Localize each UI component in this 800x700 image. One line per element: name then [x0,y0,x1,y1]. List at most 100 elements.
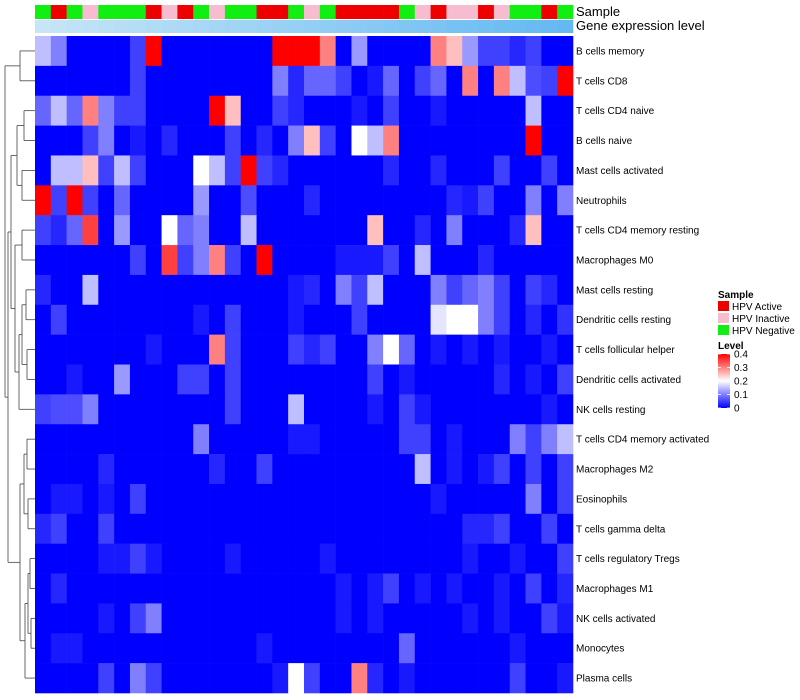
heatmap-cell [256,543,273,574]
heatmap-cell [557,424,574,455]
heatmap-cell [35,663,52,694]
heatmap-cell [145,394,162,425]
heatmap-cell [541,633,558,664]
heatmap-cell [462,454,479,485]
heatmap-cell [557,483,574,515]
heatmap-cell [145,513,162,544]
heatmap-cell [193,513,210,544]
heatmap-cell [367,483,384,515]
heatmap-cell [224,215,241,246]
row-label: Eosinophils [576,494,627,505]
heatmap-cell [509,274,526,306]
heatmap-cell [288,334,305,365]
heatmap-cell [430,155,447,186]
sample-annotation-cell [177,5,194,19]
heatmap-cell [272,155,289,186]
heatmap-cell [541,424,558,455]
heatmap-cell [383,603,400,634]
heatmap-cell [82,304,99,335]
heatmap-cell [509,185,526,216]
heatmap-cell [319,65,336,97]
heatmap-cell [256,274,273,306]
heatmap-cell [367,215,384,246]
heatmap-cell [446,125,463,156]
heatmap-cell [414,304,431,335]
heatmap-cell [493,364,510,395]
heatmap-cell [288,424,305,455]
heatmap-cell [193,543,210,574]
heatmap-cell [351,543,368,574]
heatmap-cell [35,304,52,335]
heatmap-cell [541,155,558,186]
heatmap-cell [493,274,510,306]
heatmap-cell [240,125,257,156]
heatmap-cell [335,424,352,455]
heatmap-cell [525,543,542,574]
heatmap-cell [383,633,400,664]
heatmap-cell [98,483,115,515]
heatmap-cell [129,483,147,515]
heatmap-cell [398,95,416,126]
heatmap-cell [177,125,194,156]
expression-annotation-cell [224,20,241,33]
heatmap-cell [50,663,67,694]
heatmap-cell [319,125,336,156]
heatmap-cell [145,304,162,335]
heatmap-cell [319,334,336,365]
heatmap-cell [193,36,210,67]
heatmap-cell [335,633,352,664]
heatmap-cell [82,155,99,186]
heatmap-cell [493,603,510,634]
heatmap-cell [367,603,384,634]
row-label: Dendritic cells activated [576,375,681,386]
heatmap-cell [161,36,178,67]
heatmap-cell [414,603,431,634]
heatmap-cell [383,334,400,365]
heatmap-cell [509,424,526,455]
heatmap-cell [351,424,368,455]
heatmap-cell [335,185,352,216]
heatmap-cell [193,215,210,246]
heatmap-cell [398,603,416,634]
heatmap-cell [493,633,510,664]
heatmap-cell [256,36,273,67]
heatmap-cell [98,573,115,604]
heatmap-cell [525,155,542,186]
heatmap-cell [398,215,416,246]
heatmap-cell [525,663,542,694]
heatmap-cell [398,125,416,156]
heatmap-cell [224,245,241,276]
heatmap-cell [161,424,178,455]
heatmap-cell [240,573,257,604]
heatmap-cell [66,603,83,634]
heatmap-cell [114,364,131,395]
sample-annotation-cell [414,5,431,19]
heatmap-cell [209,573,226,604]
heatmap-cell [177,603,194,634]
heatmap-cell [493,454,510,485]
heatmap-cell [114,274,131,306]
heatmap-cell [177,573,194,604]
heatmap-cell [478,95,495,126]
legend-entry-label: HPV Negative [732,326,795,337]
expression-annotation-cell [129,20,147,33]
heatmap-cell [161,334,178,365]
heatmap-cell [304,215,321,246]
heatmap-cell [256,483,273,515]
heatmap-cell [351,65,368,97]
heatmap-cell [446,245,463,276]
heatmap-cell [240,95,257,126]
heatmap-cell [272,663,289,694]
heatmap-cell [129,603,147,634]
heatmap-cell [209,215,226,246]
heatmap-cell [114,65,131,97]
row-label: T cells gamma delta [576,524,666,535]
heatmap-cell [478,364,495,395]
heatmap-cell [335,364,352,395]
heatmap-cell [272,454,289,485]
heatmap-cell [145,483,162,515]
heatmap-cell [367,364,384,395]
heatmap-cell [161,573,178,604]
heatmap-cell [525,603,542,634]
